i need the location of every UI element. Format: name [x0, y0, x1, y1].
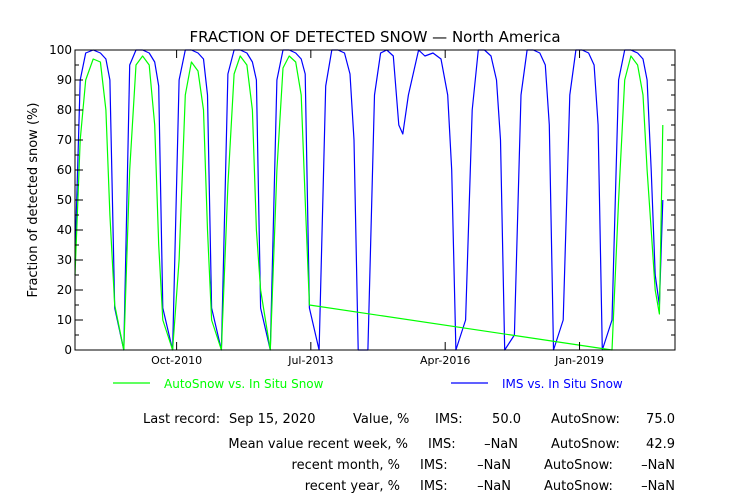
last-ims-value: 50.0: [492, 412, 521, 427]
legend-label-autosnow: AutoSnow vs. In Situ Snow: [164, 377, 324, 391]
y-tick-label: 90: [57, 73, 72, 87]
y-tick-label: 10: [57, 313, 72, 327]
y-tick-label: 80: [57, 103, 72, 117]
series-line-ims: [74, 49, 664, 351]
year-label: recent year, %: [304, 479, 400, 494]
y-tick-label: 0: [64, 343, 72, 357]
stats-row-month: recent month, % IMS: –NaN AutoSnow: –NaN: [0, 458, 750, 476]
legend: AutoSnow vs. In Situ Snow IMS vs. In Sit…: [113, 377, 623, 391]
week-autosnow-value: 42.9: [646, 437, 675, 452]
year-autosnow-value: –NaN: [641, 479, 675, 494]
last-autosnow-value: 75.0: [646, 412, 675, 427]
autosnow-label: AutoSnow:: [544, 458, 613, 473]
ims-label: IMS:: [420, 458, 448, 473]
autosnow-label: AutoSnow:: [544, 479, 613, 494]
x-tick-label: Oct-2010: [151, 354, 202, 367]
ims-label: IMS:: [428, 437, 456, 452]
y-tick-label: 70: [57, 133, 72, 147]
y-tick-label: 30: [57, 253, 72, 267]
year-ims-value: –NaN: [477, 479, 511, 494]
week-label: Mean value recent week, %: [228, 437, 408, 452]
x-tick-label: Apr-2016: [420, 354, 470, 367]
stats-row-week: Mean value recent week, % IMS: –NaN Auto…: [0, 437, 750, 455]
y-tick-label: 100: [49, 43, 72, 57]
series-layer: [74, 49, 664, 351]
x-tick-label: Jan-2019: [554, 354, 604, 367]
last-record-label: Last record:: [143, 412, 221, 427]
chart-title: FRACTION OF DETECTED SNOW — North Americ…: [189, 28, 560, 46]
month-ims-value: –NaN: [477, 458, 511, 473]
autosnow-label: AutoSnow:: [551, 437, 620, 452]
snow-fraction-chart: FRACTION OF DETECTED SNOW — North Americ…: [26, 28, 676, 391]
y-tick-label: 50: [57, 193, 72, 207]
stats-row-year: recent year, % IMS: –NaN AutoSnow: –NaN: [0, 479, 750, 497]
x-tick-label: Jul-2013: [287, 354, 333, 367]
autosnow-label: AutoSnow:: [551, 412, 620, 427]
month-autosnow-value: –NaN: [641, 458, 675, 473]
ims-label: IMS:: [420, 479, 448, 494]
week-ims-value: –NaN: [484, 437, 518, 452]
value-label: Value, %: [353, 412, 410, 427]
last-record-date: Sep 15, 2020: [229, 412, 316, 427]
legend-label-ims: IMS vs. In Situ Snow: [502, 377, 623, 391]
y-axis-label: Fraction of detected snow (%): [26, 103, 41, 298]
y-tick-label: 40: [57, 223, 72, 237]
ims-label: IMS:: [435, 412, 463, 427]
y-tick-label: 60: [57, 163, 72, 177]
month-label: recent month, %: [291, 458, 400, 473]
series-line-autosnow: [74, 55, 664, 351]
axes-layer: 0 10 20 30 40 50 60 70 80 90 100 Oct-2010 Jul-2013 Ap…: [49, 43, 676, 367]
stats-row-last-record: Last record: Sep 15, 2020 Value, % IMS: …: [0, 412, 750, 430]
y-tick-label: 20: [57, 283, 72, 297]
